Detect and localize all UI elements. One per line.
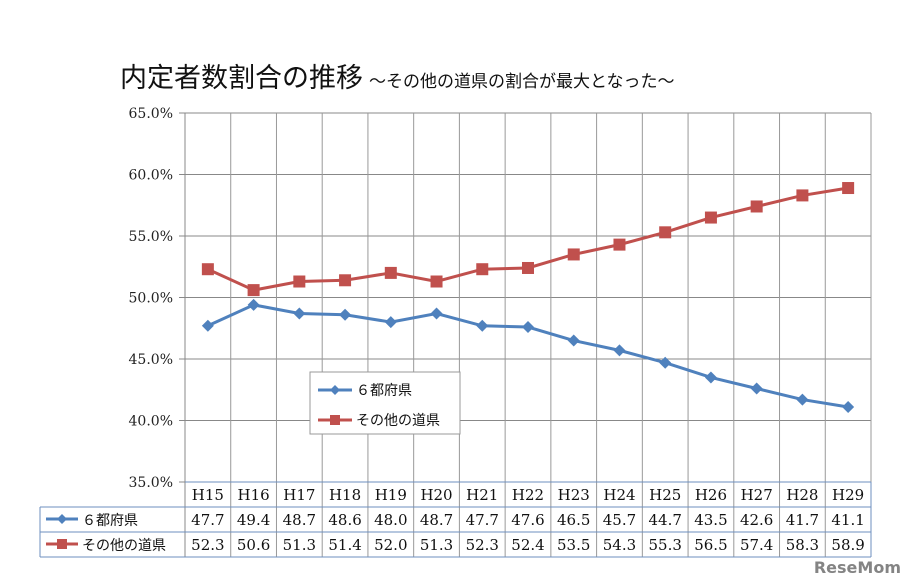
data-point [659,356,672,369]
data-table-cell: 48.7 [420,511,453,529]
data-table-cell: 51.4 [328,536,361,554]
table-legend-marker [57,514,67,524]
x-tick-label: H24 [603,486,635,504]
y-tick-label: 60.0% [129,168,173,184]
x-tick-label: H23 [558,486,590,504]
data-point [613,344,626,357]
data-point [384,266,397,279]
x-tick-label: H20 [420,486,452,504]
data-table-cell: 47.7 [466,511,499,529]
data-point [842,400,855,413]
data-point [430,307,443,320]
x-tick-label: H26 [695,486,727,504]
x-tick-label: H16 [238,486,270,504]
data-table-cell: 57.4 [740,536,773,554]
data-point [293,307,306,320]
x-tick-label: H27 [741,486,773,504]
data-table-cell: 54.3 [603,536,636,554]
data-point [704,211,717,224]
data-point [842,182,855,195]
data-point [476,263,489,276]
data-point [659,226,672,239]
table-series-name: ６都府県 [82,513,138,529]
data-point [339,274,352,287]
series-line [207,303,849,409]
data-table-cell: 55.3 [648,536,681,554]
y-tick-label: 45.0% [129,352,173,368]
data-table-cell: 58.9 [831,536,864,554]
data-table-cell: 46.5 [557,511,590,529]
data-point [704,371,717,384]
data-table-cell: 48.7 [283,511,316,529]
y-tick-label: 50.0% [129,291,173,307]
table-series-name: その他の道県 [82,538,166,554]
legend-marker [330,385,340,395]
data-table-cell: 43.5 [694,511,727,529]
data-table-cell: 47.7 [191,511,224,529]
x-tick-label: H18 [329,486,361,504]
data-point [339,308,352,321]
x-tick-label: H15 [192,486,224,504]
data-table-cell: 41.1 [831,511,864,529]
data-point [201,263,214,276]
data-table-cell: 47.6 [511,511,544,529]
data-table-cell: 51.3 [420,536,453,554]
x-tick-label: H28 [786,486,818,504]
data-table-cell: 53.5 [557,536,590,554]
y-tick-label: 65.0% [129,106,173,122]
data-point [522,321,534,334]
chart-subtitle: 〜その他の道県の割合が最大となった〜 [369,72,675,92]
data-point [613,238,626,251]
data-point [430,275,443,288]
title-text: 内定者数割合の推移 [120,63,363,94]
data-point [384,316,397,329]
data-table-cell: 58.3 [786,536,819,554]
x-tick-label: H17 [283,486,315,504]
data-point [567,248,580,261]
data-table-cell: 52.3 [466,536,499,554]
data-table-cell: 48.0 [374,511,407,529]
chart-title: 内定者数割合の推移 〜その他の道県の割合が最大となった〜 [120,56,675,95]
legend-label: その他の道県 [356,413,440,429]
x-tick-label: H21 [466,486,498,504]
data-table-cell: 51.3 [283,536,316,554]
x-tick-label: H25 [649,486,681,504]
data-point [750,200,763,213]
legend-marker [330,415,340,425]
data-table-cell: 52.4 [511,536,544,554]
data-point [247,298,260,311]
data-table-cell: 52.3 [191,536,224,554]
data-table-cell: 42.6 [740,511,773,529]
data-table-cell: 52.0 [374,536,407,554]
data-table-cell: 44.7 [648,511,681,529]
y-tick-label: 35.0% [129,475,173,491]
data-point [293,275,306,288]
data-table-cell: 56.5 [694,536,727,554]
data-point [476,319,489,332]
x-tick-label: H22 [512,486,544,504]
data-point [522,261,534,274]
x-tick-label: H19 [375,486,407,504]
watermark-logo: ReseMom [813,558,901,577]
table-legend-marker [57,539,67,549]
data-table-cell: 41.7 [786,511,819,529]
y-tick-label: 55.0% [129,229,173,245]
data-point [796,393,809,406]
data-point [796,189,809,202]
data-table-cell: 45.7 [603,511,636,529]
data-point [567,334,580,347]
legend-label: ６都府県 [356,383,412,399]
data-table-cell: 50.6 [237,536,270,554]
x-tick-label: H29 [832,486,864,504]
data-point [247,284,260,297]
data-point [750,382,763,395]
data-point [201,319,214,332]
y-tick-label: 40.0% [129,414,173,430]
data-table-cell: 48.6 [328,511,361,529]
data-table-cell: 49.4 [237,511,270,529]
